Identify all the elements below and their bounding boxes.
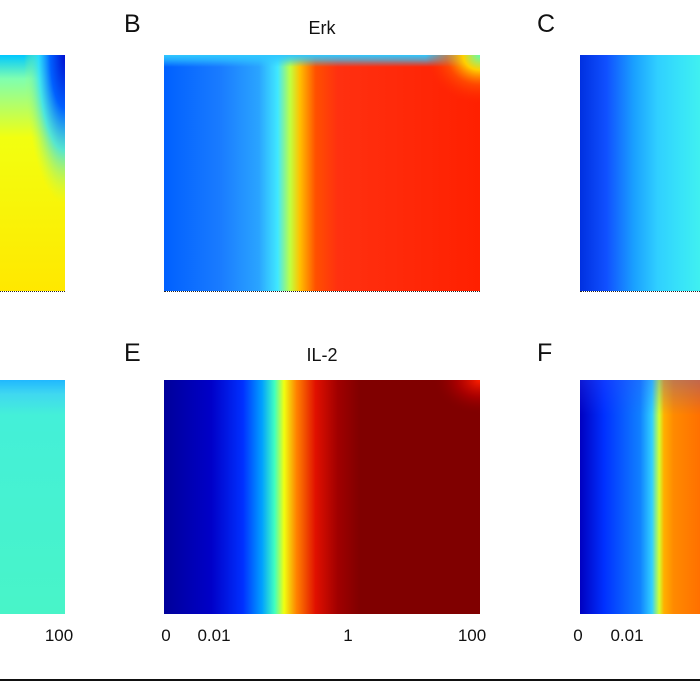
panel-e-tick-1: 1 xyxy=(343,626,353,645)
panel-e-tick-0: 0 xyxy=(161,626,171,645)
panel-f-tick-0: 0 xyxy=(573,626,583,645)
panel-f-tick-0.01: 0.01 xyxy=(610,626,644,645)
heatmap-panel-d xyxy=(0,380,65,614)
heatmap-panel-c xyxy=(580,55,700,291)
panel-letter-b: B xyxy=(124,10,141,38)
panel-d-tick-100: 100 xyxy=(44,626,74,645)
panel-c-dotted-axis xyxy=(580,291,700,292)
panel-e-tick-0.01: 0.01 xyxy=(197,626,231,645)
heatmap-panel-b-erk xyxy=(164,55,480,291)
heatmap-panel-e-il2 xyxy=(164,380,480,614)
panel-e-tick-100: 100 xyxy=(457,626,487,645)
panel-letter-f: F xyxy=(537,339,553,367)
panel-b-dotted-axis xyxy=(164,291,480,292)
bottom-rule xyxy=(0,679,700,681)
heatmap-panel-a xyxy=(0,55,65,291)
panel-letter-c: C xyxy=(537,10,556,38)
heatmap-panel-f xyxy=(580,380,700,614)
panel-a-dotted-axis xyxy=(0,291,65,292)
panel-title-erk: Erk xyxy=(308,18,336,38)
panel-letter-e: E xyxy=(124,339,141,367)
panel-title-il2: IL-2 xyxy=(306,345,338,365)
